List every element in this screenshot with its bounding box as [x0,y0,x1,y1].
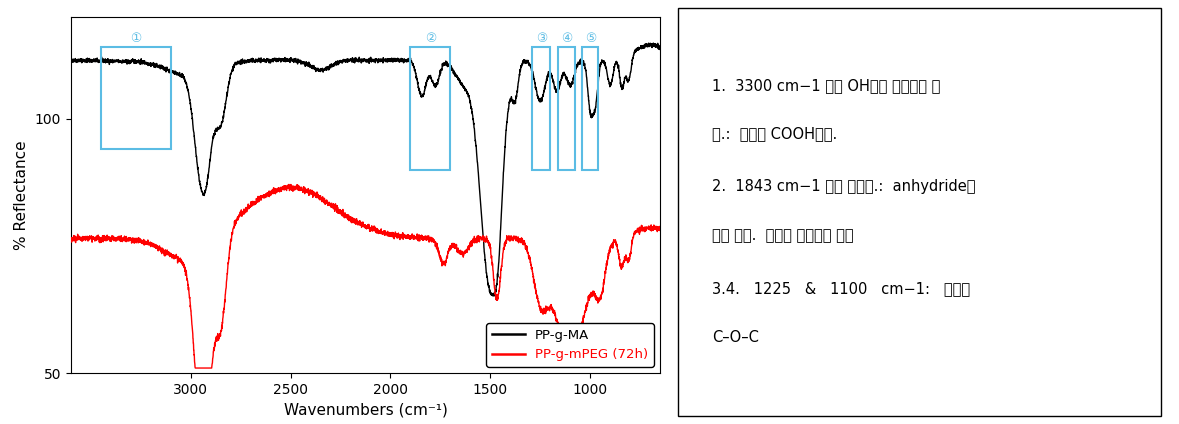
Text: C–O–C: C–O–C [712,330,758,345]
Text: ②: ② [424,32,436,45]
Bar [410,47,450,170]
Text: ④: ④ [561,32,572,45]
Text: ①: ① [130,32,141,45]
Y-axis label: % Reflectance: % Reflectance [14,140,29,250]
Bar [533,47,551,170]
X-axis label: Wavenumbers (cm⁻¹): Wavenumbers (cm⁻¹) [284,402,447,417]
Legend: PP-g-MA, PP-g-mPEG (72h): PP-g-MA, PP-g-mPEG (72h) [487,324,653,366]
Text: 2.  1843 cm−1 피크 사라짐.:  anhydride기: 2. 1843 cm−1 피크 사라짐.: anhydride기 [712,179,975,195]
Text: 모두 반응.  에스터 카르보닐 피크: 모두 반응. 에스터 카르보닐 피크 [712,228,854,243]
Bar [582,47,598,170]
Text: 1.  3300 cm−1 부근 OH피크 존해하지 않: 1. 3300 cm−1 부근 OH피크 존해하지 않 [712,78,940,93]
Text: ⑤: ⑤ [585,32,595,45]
Bar [100,47,171,149]
Text: 음.:  미반응 COOH없음.: 음.: 미반응 COOH없음. [712,126,837,142]
Text: ③: ③ [535,32,547,45]
Bar [559,47,575,170]
Text: 3.4.   1225   &   1100   cm−1:   새로운: 3.4. 1225 & 1100 cm−1: 새로운 [712,281,970,296]
